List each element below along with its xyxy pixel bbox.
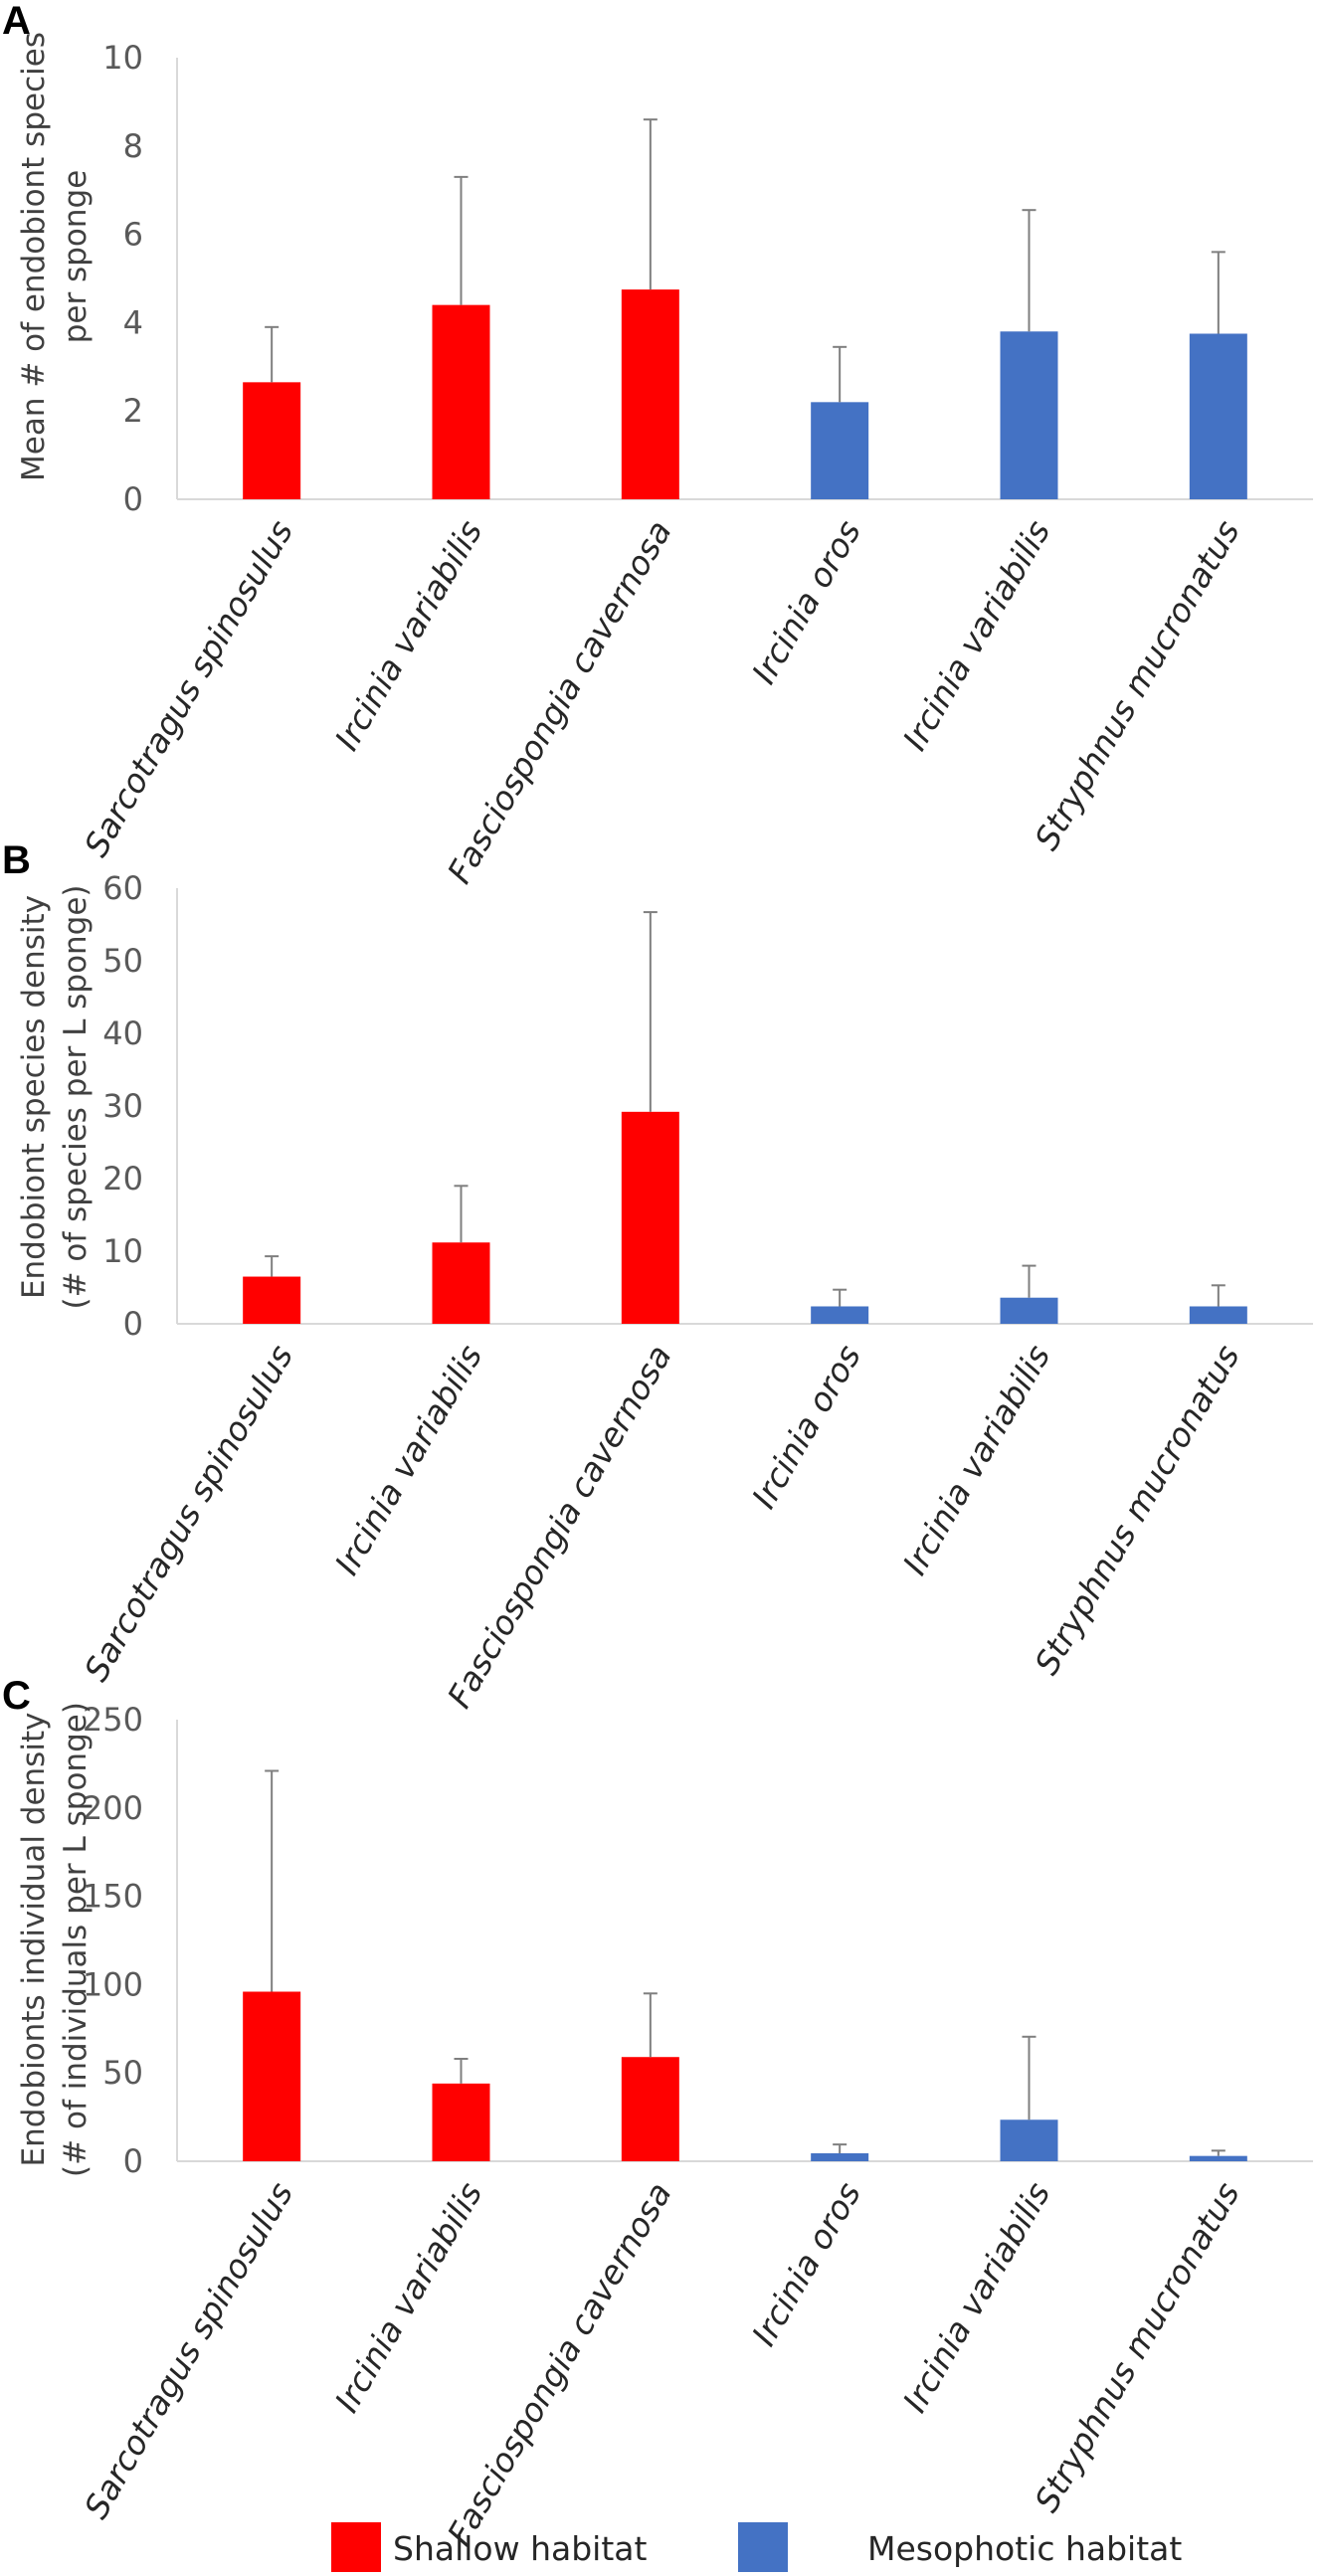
panel-a-category-label: Fasciospongia cavernosa: [440, 513, 679, 889]
panel-a-bar-3: [621, 289, 679, 499]
panel-c-y-tick-label: 150: [83, 1878, 143, 1916]
legend: Shallow habitat Mesophotic habitat: [331, 2522, 1182, 2572]
panel-a-category-label: Stryphnus mucronatus: [1027, 514, 1247, 857]
legend-swatch-shallow: [331, 2522, 381, 2572]
panel-c-category-label: Ircinia variabilis: [327, 2176, 490, 2419]
panel-a-category-label: Ircinia variabilis: [327, 514, 490, 757]
panel-c-bar-4: [811, 2153, 869, 2161]
panel-b-category-label: Fasciospongia cavernosa: [440, 1339, 679, 1715]
panel-c-y-axis-label: (# of individuals per L sponge): [58, 1702, 94, 2177]
panel-c-y-tick-label: 50: [102, 2054, 143, 2092]
panel-a-letter: A: [2, 0, 31, 43]
panel-c-bar-5: [1000, 2119, 1058, 2161]
panel-a-y-axis-label: per sponge: [58, 170, 94, 344]
panel-b-category-label: Ircinia variabilis: [327, 1339, 490, 1581]
panel-c-category-label: Fasciospongia cavernosa: [440, 2176, 679, 2552]
panel-b-bar-3: [621, 1111, 679, 1324]
panel-c: C 0 50 100 150 200 250 Endobionts individual d…: [2, 1674, 1313, 2552]
panel-b-bar-6: [1189, 1306, 1247, 1324]
panel-c-y-tick-label: 0: [123, 2142, 143, 2180]
panel-b-category-label: Ircinia oros: [744, 1339, 868, 1516]
panel-b-letter: B: [2, 838, 31, 882]
panel-a-y-axis-label: Mean # of endobiont species: [16, 32, 52, 481]
legend-swatch-mesophotic: [738, 2522, 788, 2572]
panel-a: A 0 2 4 6 8 10 Mean # of endobiont species per …: [2, 0, 1313, 890]
panel-b-bar-4: [811, 1306, 869, 1324]
panel-b-y-tick-label: 0: [123, 1305, 143, 1343]
panel-a-category-label: Sarcotragus spinosulus: [77, 514, 300, 863]
panel-c-category-label: Ircinia variabilis: [895, 2176, 1058, 2419]
panel-c-bar-3: [621, 2057, 679, 2161]
panel-c-letter: C: [2, 1674, 31, 1718]
panel-b-y-axis-label: (# of species per L sponge): [58, 884, 94, 1309]
panel-b-category-label: Stryphnus mucronatus: [1027, 1339, 1247, 1682]
panel-b-bar-1: [243, 1276, 301, 1324]
panel-a-y-tick-label: 10: [102, 39, 143, 77]
panel-a-y-tick-label: 6: [123, 216, 143, 254]
panel-a-y-tick-label: 4: [123, 303, 143, 341]
legend-label-mesophotic: Mesophotic habitat: [867, 2529, 1182, 2568]
panel-c-category-label: Ircinia oros: [744, 2176, 868, 2353]
panel-a-category-label: Ircinia oros: [744, 514, 868, 691]
panel-a-y-tick-label: 2: [123, 392, 143, 430]
panel-b-y-tick-label: 60: [102, 869, 143, 907]
panel-a-bar-5: [1000, 331, 1058, 499]
panel-b-bar-5: [1000, 1297, 1058, 1324]
legend-label-shallow: Shallow habitat: [393, 2529, 648, 2568]
panel-b-y-tick-label: 40: [102, 1014, 143, 1052]
panel-a-bar-2: [432, 304, 490, 499]
panel-c-category-label: Stryphnus mucronatus: [1027, 2176, 1247, 2519]
panel-c-y-axis-label: Endobionts individual density: [16, 1713, 52, 2167]
panel-a-category-label: Ircinia variabilis: [895, 514, 1058, 757]
panel-c-bar-2: [432, 2083, 490, 2161]
panel-a-bar-1: [243, 382, 301, 499]
panel-a-y-tick-label: 8: [123, 127, 143, 165]
panel-b-y-tick-label: 50: [102, 942, 143, 980]
panel-a-y-tick-label: 0: [123, 480, 143, 518]
panel-b: B 0 10 20 30 40 50 60 Endobiont species density…: [2, 838, 1313, 1715]
panel-b-y-tick-label: 30: [102, 1087, 143, 1125]
panel-b-category-label: Sarcotragus spinosulus: [77, 1339, 300, 1688]
panel-b-y-tick-label: 20: [102, 1160, 143, 1197]
panel-c-y-tick-label: 250: [83, 1701, 143, 1739]
panel-c-y-tick-label: 200: [83, 1789, 143, 1827]
panel-a-bar-4: [811, 402, 869, 499]
panel-c-bar-6: [1189, 2155, 1247, 2161]
panel-b-y-axis-label: Endobiont species density: [16, 895, 52, 1299]
panel-b-y-tick-label: 10: [102, 1232, 143, 1270]
panel-c-category-label: Sarcotragus spinosulus: [77, 2176, 300, 2525]
panel-a-bar-6: [1189, 333, 1247, 499]
panel-c-y-tick-label: 100: [83, 1965, 143, 2003]
panel-b-category-label: Ircinia variabilis: [895, 1339, 1058, 1581]
panel-c-bar-1: [243, 1991, 301, 2161]
panel-b-bar-2: [432, 1242, 490, 1324]
